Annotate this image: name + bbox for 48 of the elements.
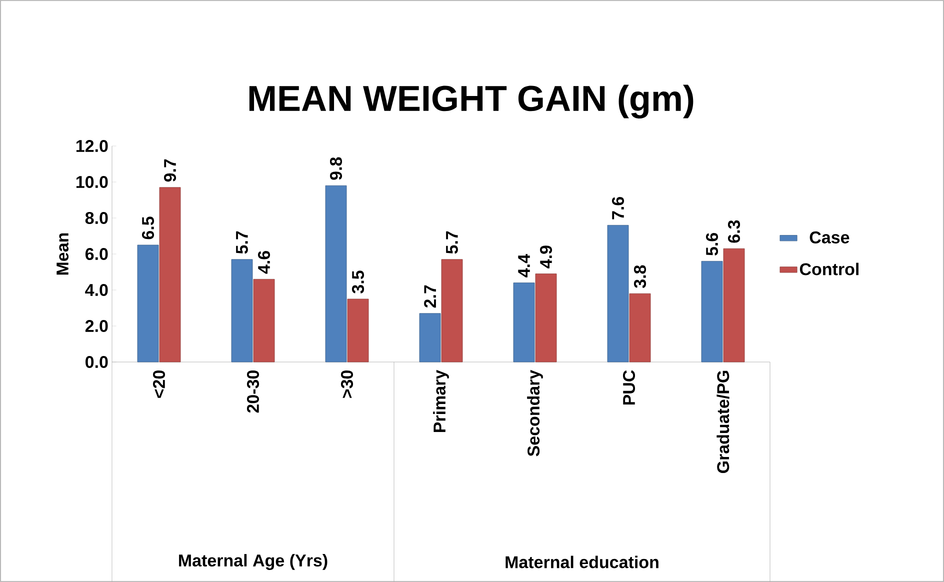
data-label: 5.6 xyxy=(706,232,718,256)
bar xyxy=(607,225,629,362)
x-tick-label: Primary xyxy=(433,370,449,432)
data-label: 9.7 xyxy=(164,159,176,182)
data-label: 5.7 xyxy=(446,231,458,254)
data-label: 9.8 xyxy=(330,157,342,180)
x-tick-label: 20-30 xyxy=(246,370,260,413)
bar xyxy=(513,282,535,362)
data-label: 4.6 xyxy=(258,250,270,274)
bar xyxy=(137,244,159,362)
bar xyxy=(723,248,745,362)
data-label: 6.5 xyxy=(142,216,154,240)
data-label: 2.7 xyxy=(424,285,436,308)
bar xyxy=(419,313,441,362)
data-label: 6.3 xyxy=(728,220,740,243)
y-tick-label: 0.0 xyxy=(86,356,108,368)
data-label: 3.5 xyxy=(352,270,364,294)
y-tick-label: 10.0 xyxy=(76,176,108,188)
bar xyxy=(347,298,369,362)
bar xyxy=(159,187,181,362)
bar xyxy=(701,261,723,362)
y-tick-label: 4.0 xyxy=(85,284,108,296)
x-tick-label: <20 xyxy=(152,370,166,398)
data-label: 4.9 xyxy=(540,246,552,268)
text: Maternal education xyxy=(506,556,658,568)
data-label: 4.4 xyxy=(518,254,530,278)
bar xyxy=(231,259,253,362)
data-label: 3.8 xyxy=(634,265,646,288)
y-tick-label: 12.0 xyxy=(76,140,108,152)
x-tick-label: Secondary xyxy=(527,370,543,456)
chart-title: MEAN WEIGHT GAIN (gm) xyxy=(249,84,694,118)
bar xyxy=(325,185,347,362)
data-label: 5.7 xyxy=(236,231,248,254)
y-tick-label: 2.0 xyxy=(85,320,108,332)
y-tick-label: 6.0 xyxy=(85,248,108,260)
bar xyxy=(629,293,651,362)
bar xyxy=(441,259,463,362)
legend-label: Case xyxy=(810,231,850,244)
data-label: 7.6 xyxy=(612,196,624,220)
text: Maternal Age (Yrs) xyxy=(179,554,328,570)
x-tick-label: PUC xyxy=(622,370,636,405)
y-tick-label: 8.0 xyxy=(85,212,108,224)
y-axis-title: Mean xyxy=(56,233,69,275)
bar xyxy=(253,279,275,362)
bar xyxy=(535,274,557,362)
x-tick-label: >30 xyxy=(340,370,354,398)
legend-label: Control xyxy=(800,262,858,276)
x-tick-label: Graduate/PG xyxy=(716,370,730,474)
